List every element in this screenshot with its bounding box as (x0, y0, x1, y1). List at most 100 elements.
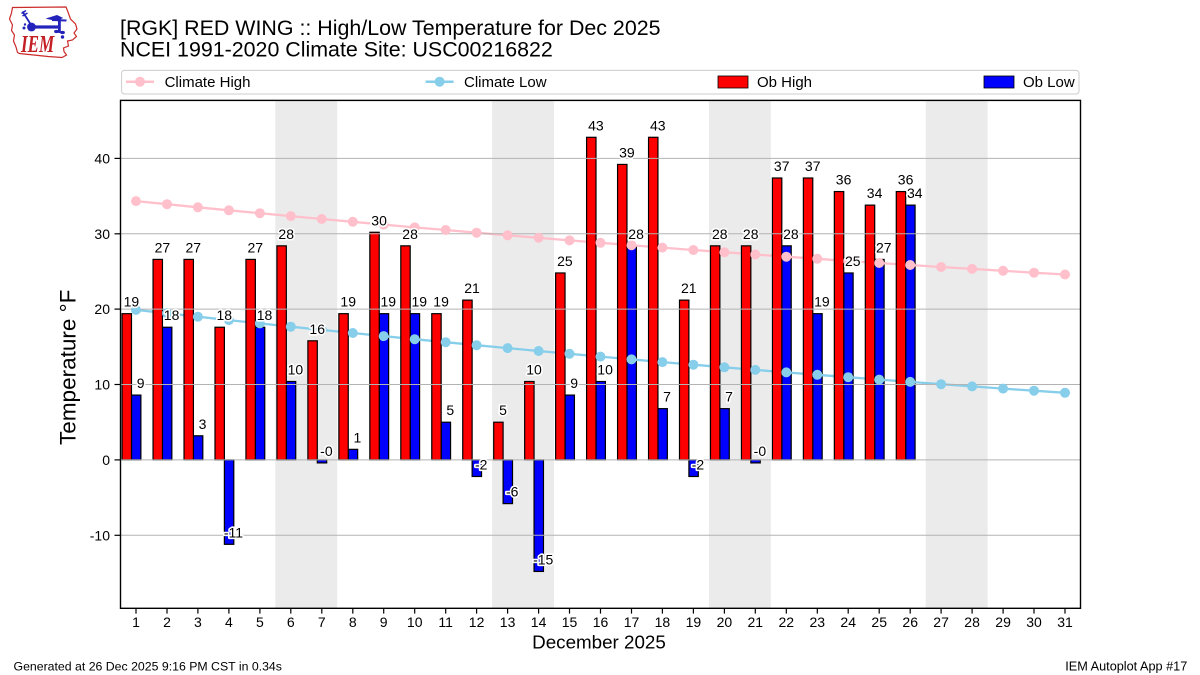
svg-text:IEM Autoplot App #17: IEM Autoplot App #17 (1065, 660, 1187, 674)
svg-text:19: 19 (686, 614, 702, 630)
svg-text:36: 36 (836, 172, 852, 188)
svg-text:24: 24 (840, 614, 856, 630)
svg-text:27: 27 (933, 614, 949, 630)
svg-text:7: 7 (318, 614, 326, 630)
svg-text:7: 7 (725, 389, 733, 405)
svg-text:20: 20 (94, 301, 110, 317)
svg-text:27: 27 (248, 239, 264, 255)
svg-text:3: 3 (199, 416, 207, 432)
svg-text:10: 10 (597, 362, 613, 378)
svg-text:5: 5 (256, 614, 264, 630)
svg-text:8: 8 (349, 614, 357, 630)
svg-text:-0: -0 (320, 443, 333, 459)
svg-text:NCEI 1991-2020 Climate Site: U: NCEI 1991-2020 Climate Site: USC00216822 (120, 38, 553, 62)
svg-text:26: 26 (902, 614, 918, 630)
svg-text:21: 21 (748, 614, 764, 630)
svg-text:12: 12 (469, 614, 485, 630)
svg-text:1: 1 (132, 614, 140, 630)
svg-text:39: 39 (619, 144, 635, 160)
svg-text:Climate High: Climate High (165, 74, 251, 91)
svg-text:23: 23 (810, 614, 826, 630)
svg-text:9: 9 (570, 375, 578, 391)
svg-text:25: 25 (557, 253, 573, 269)
svg-text:27: 27 (186, 239, 202, 255)
svg-text:-6: -6 (506, 484, 519, 500)
svg-text:19: 19 (340, 294, 356, 310)
svg-text:28: 28 (783, 226, 799, 242)
svg-text:28: 28 (743, 226, 759, 242)
svg-text:28: 28 (278, 226, 294, 242)
svg-text:19: 19 (412, 294, 428, 310)
svg-text:25: 25 (845, 253, 861, 269)
svg-text:34: 34 (907, 185, 923, 201)
svg-text:Climate Low: Climate Low (464, 74, 547, 91)
svg-text:2: 2 (163, 614, 171, 630)
svg-text:Generated at 26 Dec 2025 9:16: Generated at 26 Dec 2025 9:16 PM CST in … (14, 660, 282, 674)
svg-text:Ob Low: Ob Low (1023, 74, 1075, 91)
svg-text:28: 28 (964, 614, 980, 630)
svg-text:34: 34 (867, 185, 883, 201)
svg-text:6: 6 (287, 614, 295, 630)
svg-text:30: 30 (94, 226, 110, 242)
svg-text:30: 30 (371, 212, 387, 228)
svg-text:16: 16 (593, 614, 609, 630)
svg-text:19: 19 (433, 294, 449, 310)
svg-text:5: 5 (499, 402, 507, 418)
svg-text:18: 18 (655, 614, 671, 630)
svg-text:13: 13 (500, 614, 516, 630)
svg-text:28: 28 (712, 226, 728, 242)
svg-text:25: 25 (871, 614, 887, 630)
svg-text:-2: -2 (692, 457, 705, 473)
svg-text:10: 10 (407, 614, 423, 630)
svg-text:40: 40 (94, 150, 110, 166)
svg-text:43: 43 (650, 117, 666, 133)
svg-text:17: 17 (624, 614, 640, 630)
svg-text:22: 22 (779, 614, 795, 630)
svg-text:10: 10 (288, 362, 304, 378)
svg-text:27: 27 (876, 239, 892, 255)
svg-text:15: 15 (562, 614, 578, 630)
svg-text:43: 43 (588, 117, 604, 133)
svg-text:20: 20 (717, 614, 733, 630)
svg-text:7: 7 (663, 389, 671, 405)
svg-text:16: 16 (309, 321, 325, 337)
svg-text:December 2025: December 2025 (532, 632, 666, 653)
svg-text:10: 10 (94, 377, 110, 393)
svg-text:28: 28 (628, 226, 644, 242)
svg-text:-15: -15 (533, 552, 553, 568)
svg-text:21: 21 (464, 280, 480, 296)
svg-text:IEM: IEM (20, 31, 55, 58)
svg-text:19: 19 (124, 294, 140, 310)
svg-text:3: 3 (194, 614, 202, 630)
svg-text:9: 9 (380, 614, 388, 630)
svg-text:-11: -11 (224, 524, 243, 540)
svg-text:9: 9 (137, 375, 145, 391)
svg-text:18: 18 (257, 307, 273, 323)
svg-text:18: 18 (164, 307, 180, 323)
svg-text:5: 5 (446, 402, 454, 418)
svg-text:11: 11 (438, 614, 453, 630)
svg-text:36: 36 (898, 172, 914, 188)
svg-text:Temperature °F: Temperature °F (55, 290, 80, 445)
svg-text:[RGK] RED WING :: High/Low Tem: [RGK] RED WING :: High/Low Temperature f… (120, 16, 661, 40)
svg-text:-2: -2 (475, 457, 488, 473)
svg-text:37: 37 (774, 158, 790, 174)
svg-text:19: 19 (814, 294, 830, 310)
svg-text:27: 27 (155, 239, 171, 255)
svg-text:31: 31 (1057, 614, 1073, 630)
svg-text:14: 14 (531, 614, 547, 630)
svg-text:30: 30 (1026, 614, 1042, 630)
svg-text:-0: -0 (754, 443, 767, 459)
svg-text:28: 28 (402, 226, 418, 242)
svg-text:19: 19 (381, 294, 397, 310)
svg-text:0: 0 (102, 452, 110, 468)
svg-text:29: 29 (995, 614, 1011, 630)
svg-text:-10: -10 (90, 527, 110, 543)
svg-text:1: 1 (354, 429, 362, 445)
svg-text:4: 4 (225, 614, 233, 630)
svg-text:18: 18 (217, 307, 233, 323)
svg-text:37: 37 (805, 158, 821, 174)
svg-text:10: 10 (526, 362, 542, 378)
svg-text:Ob High: Ob High (757, 74, 812, 91)
svg-text:21: 21 (681, 280, 697, 296)
